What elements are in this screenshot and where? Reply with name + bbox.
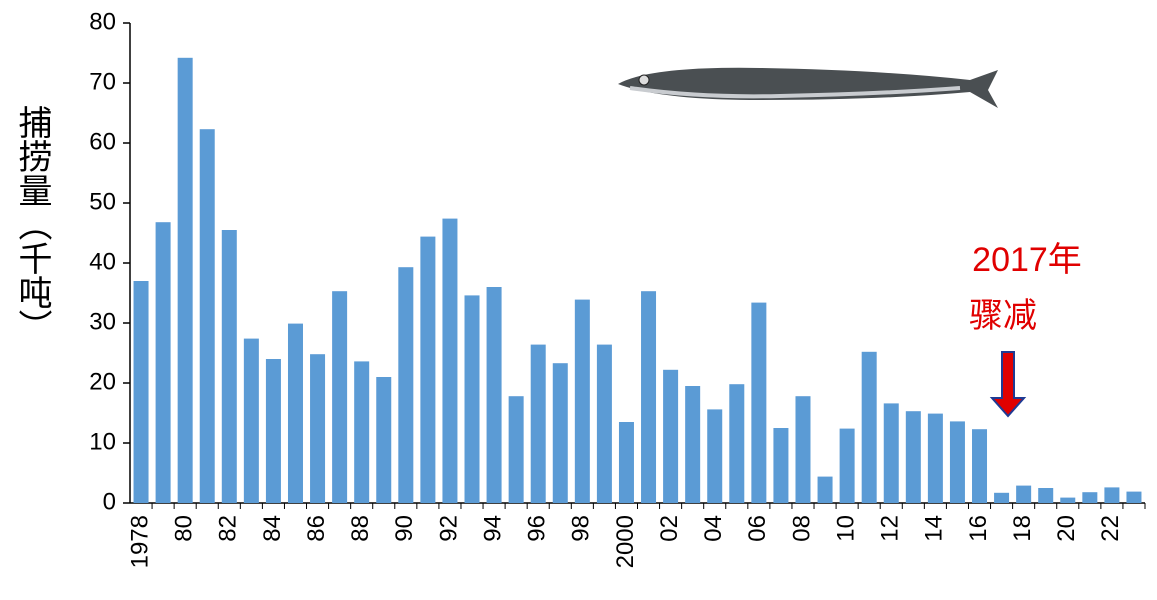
- annotation-line: 骤减: [969, 297, 1037, 335]
- bar: [839, 428, 855, 503]
- x-tick-label: 18: [1009, 515, 1036, 542]
- bar: [927, 413, 943, 503]
- bar: [376, 377, 392, 503]
- bar: [177, 57, 193, 504]
- x-tick-label: 08: [788, 515, 815, 542]
- x-tick-label: 2000: [612, 515, 639, 568]
- bar: [398, 267, 414, 503]
- x-tick-label: 90: [391, 515, 418, 542]
- bar: [905, 411, 921, 503]
- x-tick-label: 84: [259, 515, 286, 542]
- bar: [751, 302, 767, 503]
- annotation-arrow: [989, 351, 1027, 418]
- x-tick-label: 1978: [126, 515, 153, 568]
- x-tick-label: 80: [171, 515, 198, 542]
- fish-belly: [629, 86, 961, 99]
- x-tick-label: 22: [1097, 515, 1124, 542]
- bar: [221, 230, 237, 503]
- bar: [420, 236, 436, 503]
- bar: [795, 396, 811, 503]
- y-tick-label: 70: [89, 68, 116, 95]
- bar: [508, 396, 524, 503]
- bar: [530, 344, 546, 503]
- bar: [155, 222, 171, 503]
- y-axis-label: 捕捞量（千吨）: [13, 105, 52, 343]
- x-tick-label: 06: [744, 515, 771, 542]
- bar: [464, 295, 480, 503]
- x-tick-label: 82: [215, 515, 242, 542]
- x-tick-label: 98: [568, 515, 595, 542]
- bar: [994, 492, 1010, 503]
- x-tick-label: 04: [700, 515, 727, 542]
- bar: [1104, 487, 1120, 503]
- y-tick-label: 30: [89, 308, 116, 335]
- x-tick-label: 88: [347, 515, 374, 542]
- bar: [663, 369, 679, 503]
- fish: [618, 67, 998, 108]
- bar: [486, 287, 502, 503]
- bar: [685, 386, 701, 503]
- x-tick-label: 96: [524, 515, 551, 542]
- bar: [354, 361, 370, 503]
- bar: [243, 338, 259, 503]
- y-tick-label: 50: [89, 188, 116, 215]
- bar: [574, 299, 590, 503]
- y-tick-label: 10: [89, 428, 116, 455]
- x-tick-label: 10: [832, 515, 859, 542]
- bar: [1038, 488, 1054, 503]
- bar: [199, 129, 215, 503]
- y-tick-label: 60: [89, 128, 116, 155]
- bar: [1016, 485, 1032, 503]
- fish-eye: [638, 74, 650, 86]
- bar: [861, 351, 877, 503]
- bar: [817, 476, 833, 503]
- bar: [552, 363, 568, 503]
- bar: [707, 409, 723, 503]
- y-tick-label: 40: [89, 248, 116, 275]
- y-tick-label: 0: [103, 488, 116, 515]
- annotation-line: 2017年: [972, 241, 1082, 279]
- fish-image: [618, 67, 998, 108]
- bar: [641, 291, 657, 503]
- bar: [883, 403, 899, 503]
- bar: [133, 281, 149, 503]
- y-tick-label: 80: [89, 8, 116, 35]
- bar: [618, 422, 634, 503]
- x-tick-label: 16: [965, 515, 992, 542]
- y-tick-label: 20: [89, 368, 116, 395]
- x-tick-label: 20: [1053, 515, 1080, 542]
- x-tick-label: 12: [877, 515, 904, 542]
- x-tick-label: 86: [303, 515, 330, 542]
- x-tick-label: 92: [435, 515, 462, 542]
- bar: [332, 291, 348, 503]
- bar: [442, 218, 458, 503]
- bar: [310, 354, 326, 503]
- x-tick-label: 02: [656, 515, 683, 542]
- bar: [1060, 497, 1076, 503]
- bar: [972, 429, 988, 503]
- bar: [1126, 491, 1142, 503]
- bar: [729, 384, 745, 503]
- bar: [265, 359, 281, 503]
- bar: [773, 428, 789, 503]
- bar: [287, 323, 303, 503]
- bar: [949, 421, 965, 503]
- x-tick-label: 94: [479, 515, 506, 542]
- bar: [1082, 492, 1098, 503]
- bar: [596, 344, 612, 503]
- x-tick-label: 14: [921, 515, 948, 542]
